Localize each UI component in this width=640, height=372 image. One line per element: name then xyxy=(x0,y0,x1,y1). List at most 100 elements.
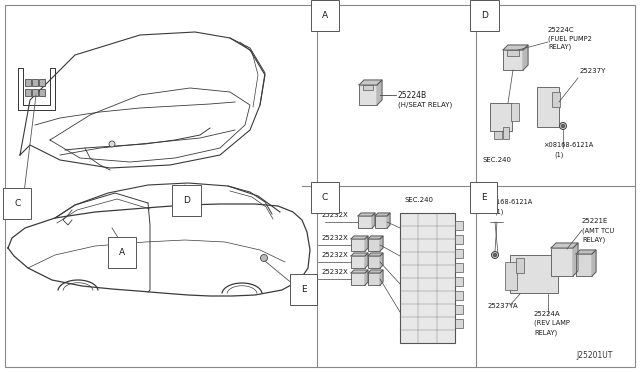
Text: (AMT TCU: (AMT TCU xyxy=(582,227,614,234)
Bar xyxy=(368,273,380,285)
Polygon shape xyxy=(368,253,383,256)
Text: A: A xyxy=(322,11,328,20)
Bar xyxy=(576,254,592,276)
Bar xyxy=(507,50,519,56)
Polygon shape xyxy=(573,243,578,276)
Polygon shape xyxy=(358,213,375,216)
Text: RELAY): RELAY) xyxy=(534,329,557,336)
Polygon shape xyxy=(380,236,383,251)
Text: SEC.240: SEC.240 xyxy=(483,157,512,163)
Polygon shape xyxy=(365,270,368,285)
Bar xyxy=(25,78,31,86)
Circle shape xyxy=(260,254,268,262)
Bar xyxy=(455,319,463,328)
Bar xyxy=(490,103,512,131)
Polygon shape xyxy=(380,270,383,285)
Bar xyxy=(368,239,380,251)
Text: RELAY): RELAY) xyxy=(582,236,605,243)
Bar xyxy=(368,256,380,268)
Text: 25232X: 25232X xyxy=(322,235,349,241)
Polygon shape xyxy=(351,270,368,273)
Text: ×08168-6121A: ×08168-6121A xyxy=(543,142,593,148)
Text: D: D xyxy=(481,11,488,20)
Circle shape xyxy=(492,251,499,259)
Bar xyxy=(351,256,365,268)
Circle shape xyxy=(561,124,564,128)
Polygon shape xyxy=(365,253,368,268)
Text: (FUEL PUMP2: (FUEL PUMP2 xyxy=(548,35,592,42)
Polygon shape xyxy=(359,80,382,85)
Text: J25201UT: J25201UT xyxy=(576,351,612,360)
Bar xyxy=(503,50,523,70)
Text: D: D xyxy=(183,196,190,205)
Polygon shape xyxy=(365,236,368,251)
Bar xyxy=(455,305,463,314)
Bar xyxy=(552,92,560,107)
Text: C: C xyxy=(14,199,20,208)
Text: 25232X: 25232X xyxy=(322,252,349,258)
Text: (REV LAMP: (REV LAMP xyxy=(534,320,570,327)
Text: (1): (1) xyxy=(494,208,504,215)
Bar xyxy=(351,273,365,285)
Bar xyxy=(494,131,502,139)
Bar xyxy=(455,263,463,272)
Bar xyxy=(455,249,463,258)
Polygon shape xyxy=(387,213,390,228)
Bar xyxy=(358,216,372,228)
Bar xyxy=(511,103,519,121)
Polygon shape xyxy=(368,236,383,239)
Bar xyxy=(551,248,573,276)
Bar xyxy=(32,78,38,86)
Text: 25232X: 25232X xyxy=(322,269,349,275)
Text: ×08168-6121A: ×08168-6121A xyxy=(482,199,532,205)
Text: 25224A: 25224A xyxy=(534,311,561,317)
Text: 25221E: 25221E xyxy=(582,218,609,224)
Text: 25232X: 25232X xyxy=(322,212,349,218)
Bar xyxy=(455,277,463,286)
Bar xyxy=(503,127,509,139)
Text: E: E xyxy=(301,285,307,294)
Polygon shape xyxy=(503,45,528,50)
Polygon shape xyxy=(377,80,382,105)
Text: RELAY): RELAY) xyxy=(548,43,572,49)
Polygon shape xyxy=(592,250,596,276)
Polygon shape xyxy=(523,45,528,70)
Bar xyxy=(455,291,463,300)
Bar xyxy=(39,78,45,86)
Bar xyxy=(537,87,559,127)
Text: E: E xyxy=(481,193,486,202)
Text: 25237Y: 25237Y xyxy=(580,68,606,74)
Text: 25224B: 25224B xyxy=(398,91,427,100)
Polygon shape xyxy=(351,236,368,239)
Polygon shape xyxy=(551,243,578,248)
Bar xyxy=(25,89,31,96)
Bar xyxy=(375,216,387,228)
Bar xyxy=(455,221,463,230)
Bar xyxy=(359,85,377,105)
Bar xyxy=(455,235,463,244)
Bar xyxy=(400,213,455,343)
Bar xyxy=(32,89,38,96)
Polygon shape xyxy=(372,213,375,228)
Polygon shape xyxy=(351,253,368,256)
Bar xyxy=(516,258,524,273)
Bar xyxy=(363,85,373,90)
Text: (H/SEAT RELAY): (H/SEAT RELAY) xyxy=(398,101,452,108)
Text: C: C xyxy=(322,193,328,202)
Text: SEC.240: SEC.240 xyxy=(405,197,434,203)
Bar xyxy=(505,262,517,290)
Text: 25224C: 25224C xyxy=(548,27,575,33)
Polygon shape xyxy=(375,213,390,216)
Circle shape xyxy=(493,253,497,257)
Polygon shape xyxy=(380,253,383,268)
Text: (1): (1) xyxy=(554,151,563,157)
Bar xyxy=(510,255,558,293)
Circle shape xyxy=(109,141,115,147)
Bar xyxy=(351,239,365,251)
Text: A: A xyxy=(119,248,125,257)
Polygon shape xyxy=(368,270,383,273)
Circle shape xyxy=(559,122,566,129)
Text: 25237YA: 25237YA xyxy=(488,303,518,309)
Bar xyxy=(39,89,45,96)
Polygon shape xyxy=(576,250,596,254)
